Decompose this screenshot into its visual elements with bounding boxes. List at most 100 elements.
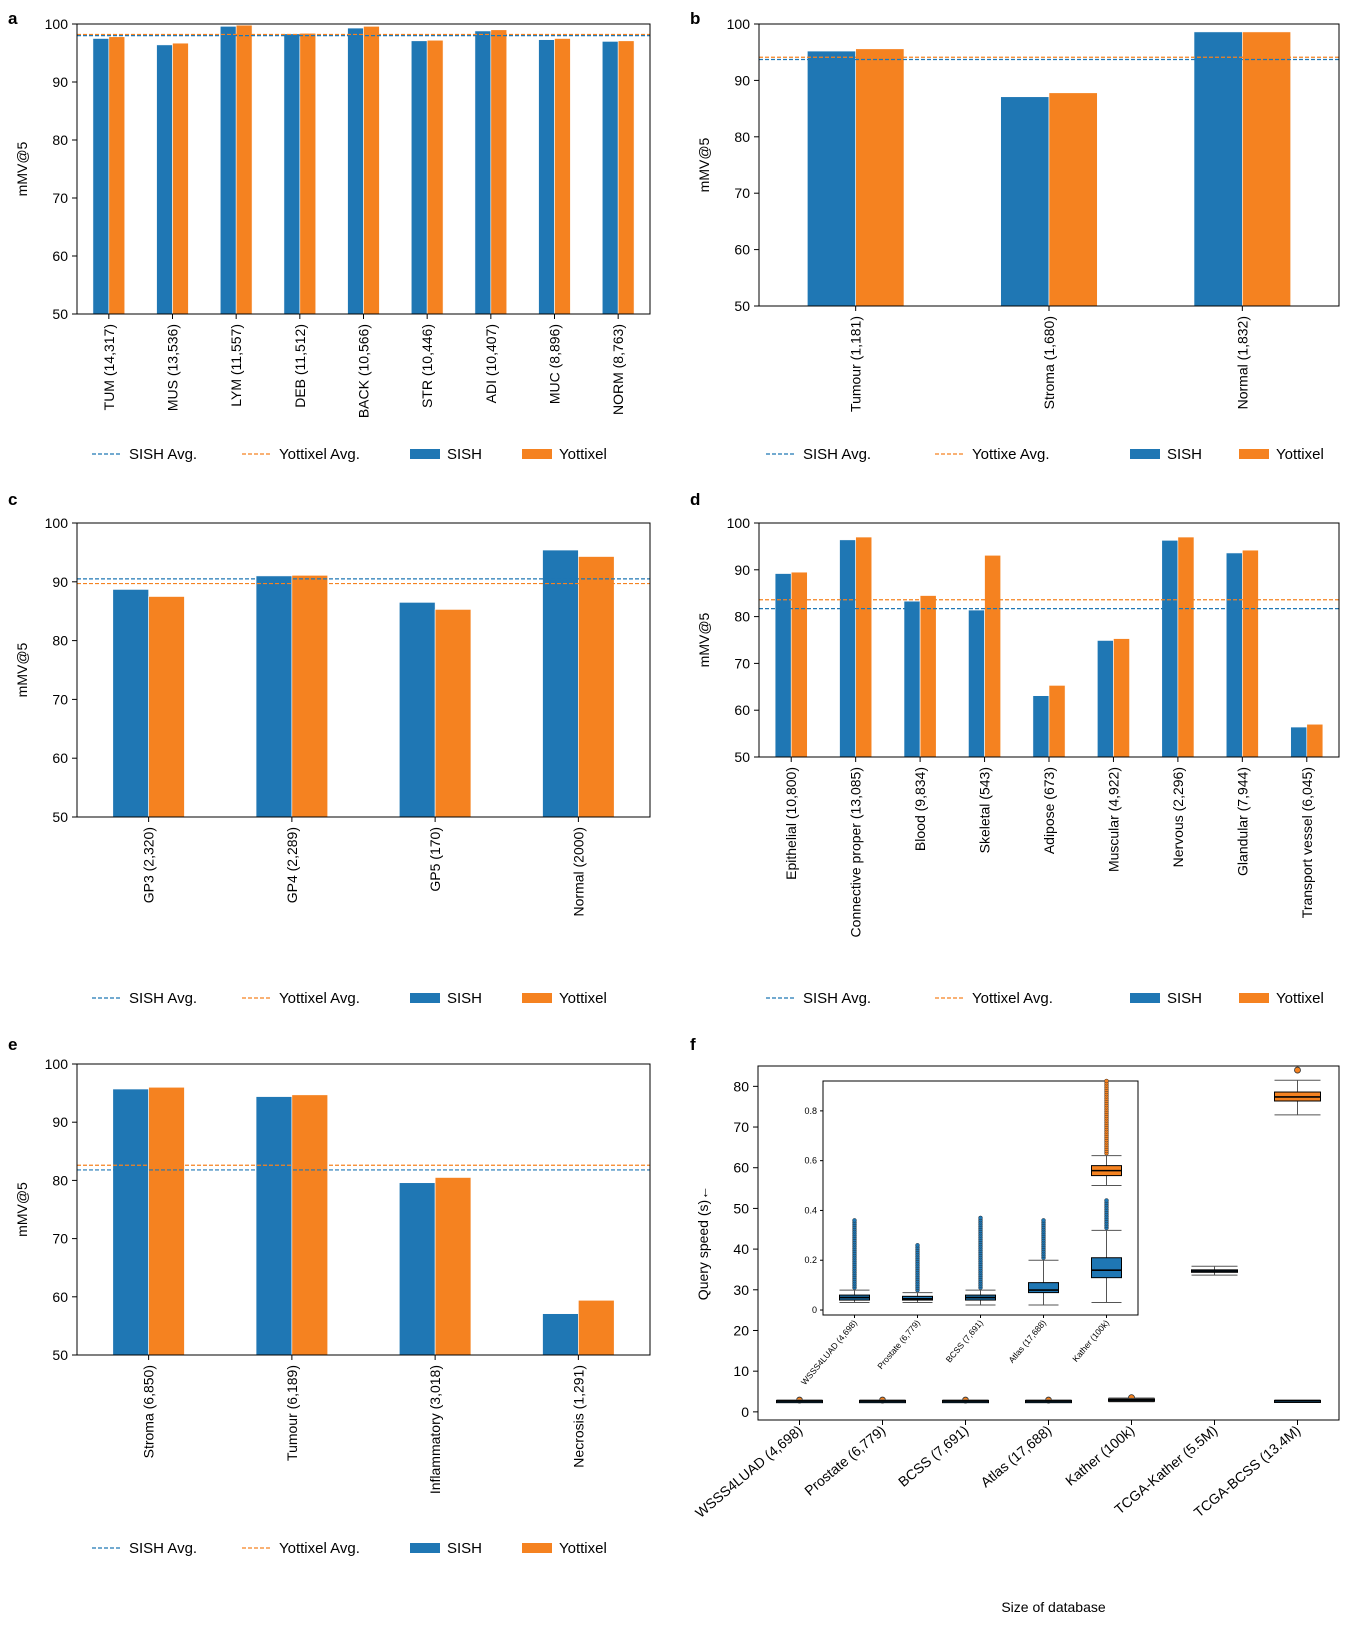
xtick-label: GP3 (2,320): [141, 827, 157, 903]
xtick-label: MUC (8,896): [547, 324, 563, 404]
bar-yottixel-0: [855, 48, 905, 307]
bar-sish-3: [542, 549, 579, 818]
ytick-label: 90: [52, 74, 68, 90]
ytick-label: 20: [733, 1322, 749, 1338]
legend-label-sish: SISH: [447, 446, 482, 463]
ytick-label: 50: [52, 809, 68, 825]
bar-sish-6: [474, 30, 492, 315]
bar-sish-0: [112, 589, 149, 818]
plot-frame: [76, 1063, 651, 1356]
xtick-label: Normal (1,832): [1234, 316, 1250, 409]
xtick-label: Necrosis (1,291): [570, 1365, 586, 1468]
ytick-label: 90: [734, 72, 750, 88]
xtick-label: Muscular (4,922): [1105, 767, 1121, 872]
ytick-label: 70: [52, 1231, 68, 1247]
ytick-label: 70: [734, 655, 750, 671]
xtick-label: Prostate (6,779): [801, 1422, 888, 1499]
inset-ytick-label: 0: [812, 1305, 817, 1315]
plot-frame: [757, 1065, 1340, 1421]
ytick-label: 60: [734, 242, 750, 258]
ytick-label: 90: [52, 1114, 68, 1130]
legend-label-sish_avg: SISH Avg.: [803, 990, 871, 1007]
bar-yottixel-3: [984, 554, 1001, 758]
legend-swatch-yottixel: [522, 1543, 552, 1553]
ytick-label: 100: [45, 1056, 69, 1072]
legend-label-yottixel_avg: Yottixel Avg.: [279, 990, 360, 1007]
xtick-label: Tumour (6,189): [284, 1365, 300, 1461]
inset-xtick-label: Atlas (17,688): [1006, 1318, 1048, 1365]
xtick-label: Atlas (17,688): [977, 1422, 1054, 1490]
ytick-label: 40: [733, 1241, 749, 1257]
inset-yottixel-outlier: [1104, 1078, 1109, 1084]
xtick-label: WSSS4LUAD (4,698): [692, 1422, 805, 1521]
bar-yottixel-1: [291, 575, 328, 818]
legend-swatch-yottixel: [1239, 449, 1269, 459]
legend-swatch-sish: [410, 449, 440, 459]
xtick-label: Epithelial (10,800): [783, 767, 799, 880]
ytick-label: 100: [45, 16, 69, 32]
bar-yottixel-1: [855, 536, 873, 758]
bar-yottixel-5: [1113, 638, 1130, 758]
bar-yottixel-3: [578, 556, 615, 818]
inset-box-sish-4-box: [1091, 1257, 1122, 1279]
y-axis-title: mMV@5: [696, 137, 712, 192]
legend-label-yottixel_avg: Yottixel Avg.: [279, 1540, 360, 1557]
legend-label-yottixel_avg: Yottixel Avg.: [972, 990, 1053, 1007]
xtick-label: MUS (13,536): [165, 324, 181, 411]
xtick-label: Tumour (1,181): [848, 316, 864, 412]
inset-ytick-label: 0.6: [804, 1156, 817, 1166]
bar-yottixel-6: [1177, 536, 1195, 758]
y-axis-title: mMV@5: [14, 141, 30, 196]
box-yottixel-6-outlier: [1294, 1066, 1301, 1074]
bar-yottixel-8: [617, 40, 635, 315]
bar-sish-1: [1000, 96, 1050, 307]
xtick-label: Connective proper (13,085): [848, 767, 864, 937]
legend-label-yottixel: Yottixel: [1276, 446, 1324, 463]
y-axis-title: mMV@5: [696, 612, 712, 667]
ytick-label: 90: [734, 562, 750, 578]
ytick-label: 50: [734, 298, 750, 314]
xtick-label: Inflammatory (3,018): [427, 1365, 443, 1494]
ytick-label: 100: [727, 515, 751, 531]
panel-c: c 50 60 70 80 90 100 mMV@5 GP3 (2,320) GP4 (2,289…: [8, 490, 651, 1007]
xtick-label: Glandular (7,944): [1234, 767, 1250, 876]
legend-swatch-yottixel: [522, 993, 552, 1003]
legend-swatch-sish: [1130, 993, 1160, 1003]
inset-xtick-label: Kather (100k): [1070, 1318, 1111, 1364]
legend-swatch-sish: [410, 993, 440, 1003]
xtick-label: BACK (10,566): [356, 324, 372, 418]
inset-xtick-label: WSSS4LUAD (4,698): [799, 1318, 859, 1387]
legend-label-sish: SISH: [1167, 446, 1202, 463]
bar-yottixel-2: [434, 609, 472, 818]
panel-f: f 0 10 20 30 40 50 60 70 80 Query speed (s)← Size o…: [690, 1035, 1340, 1615]
inset-xtick-label: Prostate (6,779): [875, 1318, 922, 1371]
panel-label-d: d: [690, 490, 700, 509]
panel-label-b: b: [690, 9, 700, 28]
bar-yottixel-6: [490, 29, 508, 315]
bar-sish-3: [968, 609, 985, 758]
plot-frame: [758, 23, 1340, 307]
bar-yottixel-2: [919, 595, 937, 758]
plot-frame: [76, 23, 651, 315]
ytick-label: 60: [734, 702, 750, 718]
bar-sish-0: [92, 38, 110, 315]
xtick-label: ADI (10,407): [483, 324, 499, 403]
bar-yottixel-7: [554, 38, 571, 315]
xtick-label: NORM (8,763): [610, 324, 626, 415]
bar-yottixel-2: [434, 1177, 472, 1356]
x-axis-title: Size of database: [1001, 1599, 1106, 1615]
inset-sish-outlier: [1041, 1218, 1046, 1223]
xtick-label: DEB (11,512): [292, 324, 308, 408]
xtick-label: Adipose (673): [1041, 767, 1057, 854]
legend-label-yottixel: Yottixel: [559, 990, 607, 1007]
bar-sish-5: [1097, 640, 1114, 758]
plot-frame: [758, 522, 1340, 758]
bar-sish-1: [255, 1096, 293, 1356]
xtick-label: GP4 (2,289): [284, 827, 300, 903]
plot-frame: [76, 522, 651, 818]
legend-label-sish_avg: SISH Avg.: [129, 1540, 197, 1557]
bar-yottixel-3: [578, 1299, 615, 1356]
ytick-label: 60: [733, 1160, 749, 1176]
ytick-label: 60: [52, 750, 68, 766]
bar-sish-1: [156, 44, 173, 315]
